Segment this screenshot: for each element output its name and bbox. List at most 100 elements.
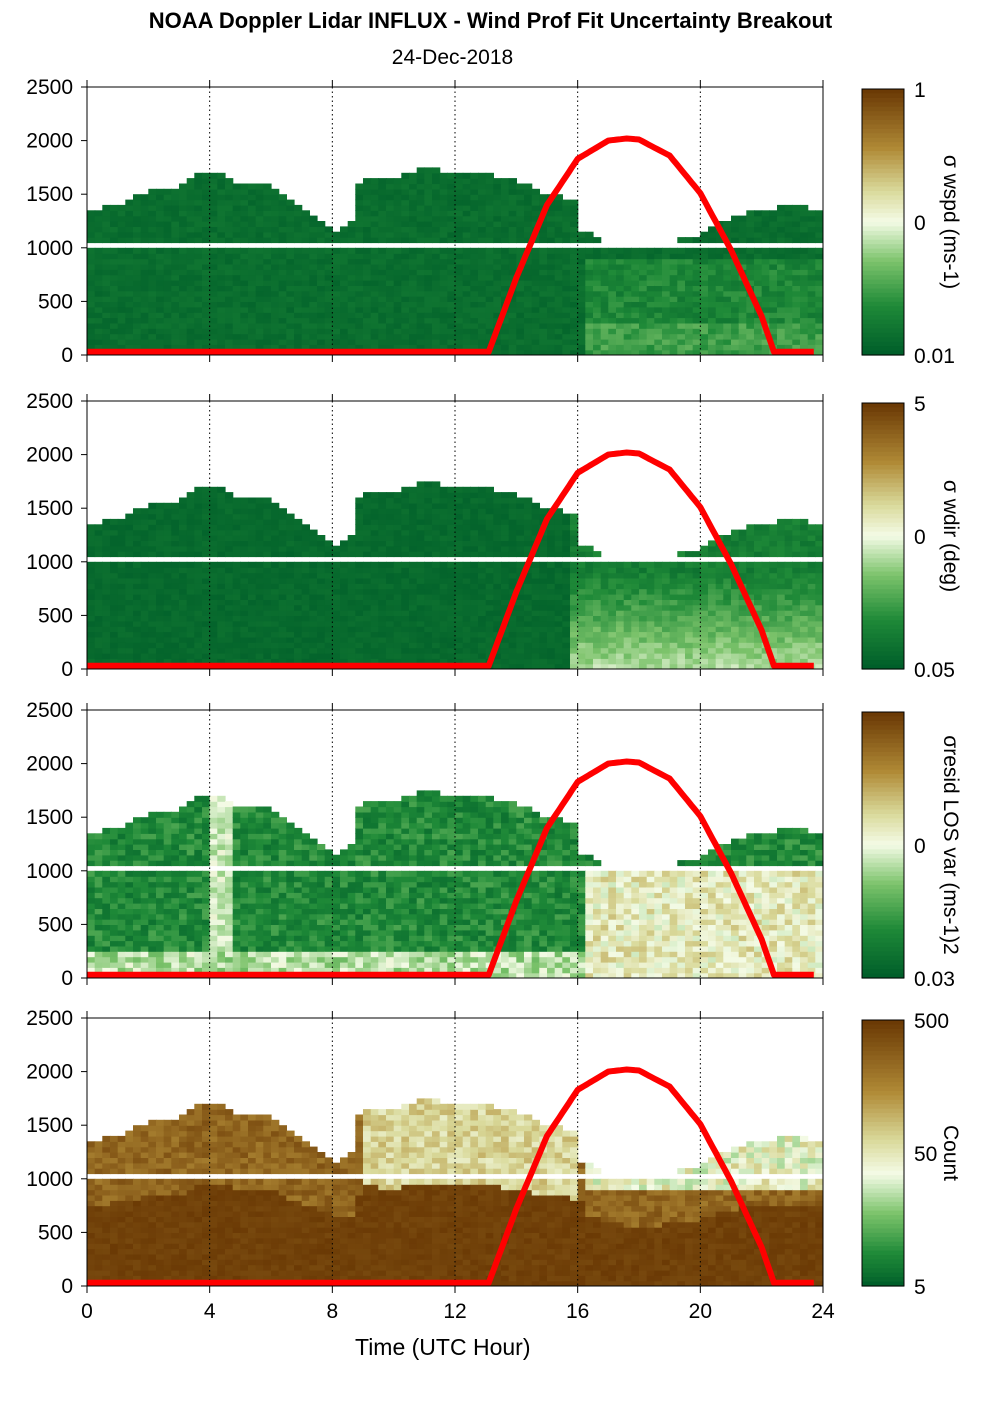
heatmap-cell bbox=[792, 247, 801, 254]
heatmap-cell bbox=[248, 328, 257, 335]
heatmap-cell bbox=[600, 567, 609, 574]
heatmap-cell bbox=[324, 572, 333, 579]
heatmap-cell bbox=[340, 231, 349, 238]
heatmap-cell bbox=[217, 492, 226, 499]
heatmap-cell bbox=[171, 274, 180, 281]
heatmap-cell bbox=[209, 344, 218, 351]
heatmap-cell bbox=[240, 199, 249, 206]
heatmap-cell bbox=[631, 263, 640, 270]
heatmap-cell bbox=[646, 567, 655, 574]
heatmap-cell bbox=[631, 338, 640, 345]
heatmap-cell bbox=[209, 172, 218, 179]
heatmap-cell bbox=[217, 588, 226, 595]
heatmap-cell bbox=[447, 535, 456, 541]
heatmap-cell bbox=[669, 333, 678, 340]
heatmap-cell bbox=[401, 231, 410, 238]
heatmap-cell bbox=[355, 231, 364, 238]
heatmap-cell bbox=[332, 322, 341, 329]
heatmap-cell bbox=[209, 486, 218, 493]
heatmap-cell bbox=[309, 529, 318, 536]
heatmap-cell bbox=[754, 221, 763, 227]
heatmap-cell bbox=[225, 269, 234, 276]
heatmap-cell bbox=[240, 636, 249, 643]
heatmap-cell bbox=[754, 338, 763, 345]
heatmap-cell bbox=[478, 215, 487, 222]
heatmap-cell bbox=[125, 588, 134, 595]
heatmap-cell bbox=[125, 263, 134, 270]
heatmap-cell bbox=[240, 215, 249, 222]
heatmap-cell bbox=[294, 338, 303, 345]
heatmap-cell bbox=[363, 188, 372, 195]
heatmap-cell bbox=[501, 599, 510, 606]
heatmap-cell bbox=[117, 599, 126, 606]
heatmap-cell bbox=[424, 561, 433, 568]
heatmap-cell bbox=[271, 615, 280, 622]
heatmap-cell bbox=[485, 280, 494, 286]
heatmap-cell bbox=[317, 551, 326, 558]
heatmap-cell bbox=[470, 540, 479, 547]
heatmap-cell bbox=[194, 642, 203, 649]
heatmap-cell bbox=[117, 652, 126, 659]
heatmap-cell bbox=[600, 280, 609, 286]
heatmap-cell bbox=[554, 285, 563, 292]
heatmap-cell bbox=[340, 599, 349, 606]
heatmap-cell bbox=[301, 258, 310, 265]
heatmap-cell bbox=[332, 269, 341, 276]
heatmap-cell bbox=[432, 594, 441, 600]
heatmap-cell bbox=[87, 312, 96, 319]
colorbar-swatch bbox=[862, 288, 904, 294]
heatmap-cell bbox=[470, 204, 479, 211]
heatmap-cell bbox=[646, 344, 655, 351]
heatmap-cell bbox=[255, 497, 264, 504]
heatmap-cell bbox=[386, 615, 395, 622]
heatmap-cell bbox=[424, 226, 433, 233]
heatmap-cell bbox=[508, 642, 517, 649]
heatmap-cell bbox=[677, 301, 686, 308]
heatmap-cell bbox=[462, 274, 471, 281]
heatmap-cell bbox=[186, 535, 195, 541]
heatmap-cell bbox=[485, 328, 494, 335]
colorbar-swatch bbox=[862, 142, 904, 148]
heatmap-cell bbox=[148, 631, 157, 638]
heatmap-cell bbox=[800, 231, 809, 238]
heatmap-cell bbox=[317, 636, 326, 643]
heatmap-cell bbox=[301, 652, 310, 659]
heatmap-cell bbox=[209, 545, 218, 552]
heatmap-cell bbox=[485, 642, 494, 649]
heatmap-cell bbox=[547, 247, 556, 254]
heatmap-cell bbox=[240, 599, 249, 606]
heatmap-cell bbox=[547, 610, 556, 616]
heatmap-cell bbox=[370, 188, 379, 195]
heatmap-cell bbox=[255, 333, 264, 340]
heatmap-cell bbox=[156, 631, 165, 638]
heatmap-cell bbox=[194, 221, 203, 227]
heatmap-cell bbox=[547, 349, 556, 355]
heatmap-cell bbox=[562, 529, 571, 536]
heatmap-cell bbox=[317, 226, 326, 233]
heatmap-cell bbox=[363, 588, 372, 595]
heatmap-cell bbox=[547, 237, 556, 244]
heatmap-cell bbox=[547, 215, 556, 222]
heatmap-cell bbox=[493, 594, 502, 600]
heatmap-cell bbox=[447, 652, 456, 659]
heatmap-cell bbox=[662, 349, 671, 355]
heatmap-cell bbox=[240, 652, 249, 659]
heatmap-cell bbox=[363, 626, 372, 633]
heatmap-cell bbox=[332, 561, 341, 568]
heatmap-cells bbox=[87, 481, 823, 669]
heatmap-cell bbox=[777, 344, 786, 351]
colorbar-swatch bbox=[862, 270, 904, 276]
heatmap-cell bbox=[531, 572, 540, 579]
heatmap-cell bbox=[777, 296, 786, 302]
heatmap-cell bbox=[738, 312, 747, 319]
heatmap-cell bbox=[179, 502, 188, 509]
heatmap-cell bbox=[715, 258, 724, 265]
heatmap-cell bbox=[156, 231, 165, 238]
heatmap-cell bbox=[324, 588, 333, 595]
heatmap-cell bbox=[416, 481, 425, 488]
heatmap-cell bbox=[692, 642, 701, 649]
heatmap-cell bbox=[186, 274, 195, 281]
heatmap-cell bbox=[355, 610, 364, 616]
heatmap-cell bbox=[646, 328, 655, 335]
heatmap-cell bbox=[133, 588, 142, 595]
